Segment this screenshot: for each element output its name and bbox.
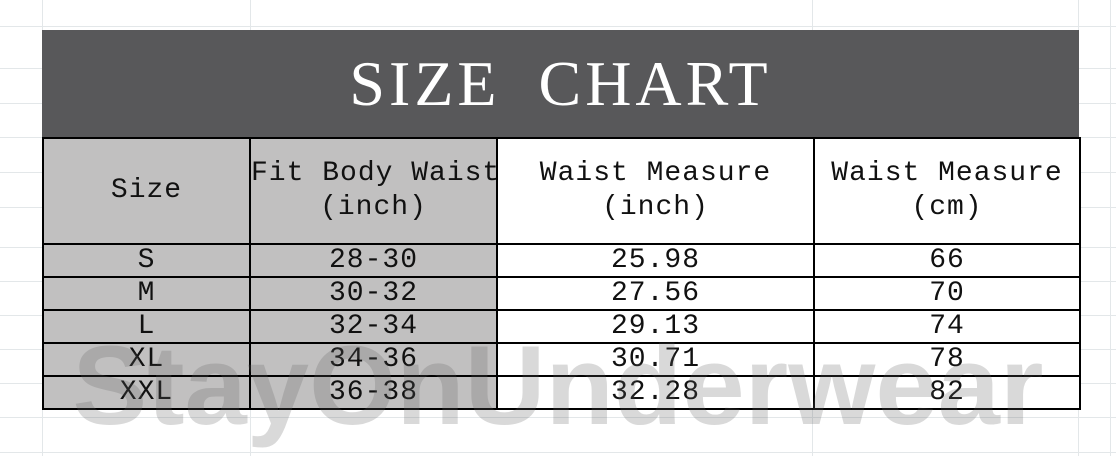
gridline-horizontal bbox=[0, 26, 1116, 27]
table-cell: XL bbox=[42, 342, 251, 377]
table-cell: 29.13 bbox=[496, 309, 815, 344]
size-chart-table: Size Fit Body Waist (inch) Waist Measure (in… bbox=[42, 137, 1081, 410]
column-header: Fit Body Waist (inch) bbox=[249, 137, 501, 245]
table-cell: S bbox=[42, 243, 251, 278]
table-row: S 28-30 25.98 66 bbox=[42, 243, 1081, 278]
column-header-unit: (inch) bbox=[320, 192, 427, 223]
table-cell: L bbox=[42, 309, 251, 344]
table-cell: 30-32 bbox=[249, 276, 498, 311]
column-header-unit: (cm) bbox=[911, 192, 983, 223]
table-cell: 25.98 bbox=[496, 243, 815, 278]
column-header-label: Size bbox=[110, 175, 183, 206]
column-header: Waist Measure (cm) bbox=[813, 137, 1081, 245]
gridline-horizontal bbox=[0, 452, 1116, 453]
column-header: Waist Measure (inch) bbox=[496, 137, 815, 245]
table-row: XXL 36-38 32.28 82 bbox=[42, 375, 1081, 410]
gridline-vertical bbox=[1110, 0, 1111, 456]
table-cell: 78 bbox=[813, 342, 1081, 377]
table-row: XL 34-36 30.71 78 bbox=[42, 342, 1081, 377]
column-header-label: Waist Measure bbox=[539, 158, 772, 189]
table-cell: 32-34 bbox=[249, 309, 498, 344]
table-cell: 27.56 bbox=[496, 276, 815, 311]
table-cell: 28-30 bbox=[249, 243, 498, 278]
table-cell: XXL bbox=[42, 375, 251, 410]
table-cell: M bbox=[42, 276, 251, 311]
size-chart-title-bar: SIZE CHART bbox=[42, 30, 1079, 137]
table-cell: 34-36 bbox=[249, 342, 498, 377]
table-row: L 32-34 29.13 74 bbox=[42, 309, 1081, 344]
table-header-row: Size Fit Body Waist (inch) Waist Measure (in… bbox=[42, 137, 1081, 245]
column-header-label: Fit Body Waist bbox=[251, 158, 501, 189]
page-title: SIZE CHART bbox=[349, 47, 772, 119]
table-cell: 30.71 bbox=[496, 342, 815, 377]
column-header-label: Waist Measure bbox=[831, 158, 1063, 189]
table-row: M 30-32 27.56 70 bbox=[42, 276, 1081, 311]
table-cell: 70 bbox=[813, 276, 1081, 311]
table-cell: 66 bbox=[813, 243, 1081, 278]
table-cell: 32.28 bbox=[496, 375, 815, 410]
column-header-unit: (inch) bbox=[602, 192, 709, 223]
column-header: Size bbox=[42, 137, 251, 245]
table-cell: 82 bbox=[813, 375, 1081, 410]
table-cell: 74 bbox=[813, 309, 1081, 344]
table-cell: 36-38 bbox=[249, 375, 498, 410]
gridline-horizontal bbox=[0, 417, 1116, 418]
